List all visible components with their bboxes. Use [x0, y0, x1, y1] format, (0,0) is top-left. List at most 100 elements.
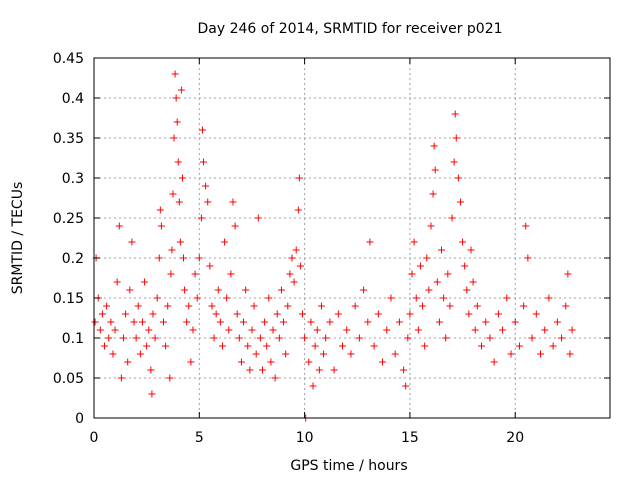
data-point	[128, 238, 136, 246]
data-point	[96, 326, 104, 334]
data-point	[168, 246, 176, 254]
y-tick-label: 0.1	[62, 331, 84, 347]
data-point	[166, 374, 174, 382]
data-point	[440, 294, 448, 302]
data-point	[111, 326, 119, 334]
data-point	[271, 374, 279, 382]
data-point	[134, 302, 142, 310]
data-point	[98, 310, 106, 318]
data-point	[482, 318, 490, 326]
data-point	[383, 326, 391, 334]
data-points	[91, 70, 576, 422]
data-point	[191, 270, 199, 278]
data-point	[151, 334, 159, 342]
data-point	[395, 318, 403, 326]
y-tick-label: 0.35	[53, 131, 84, 147]
data-point	[536, 350, 544, 358]
data-point	[355, 334, 363, 342]
data-point	[431, 166, 439, 174]
data-point	[126, 286, 134, 294]
data-point	[256, 334, 264, 342]
data-point	[231, 222, 239, 230]
data-point	[122, 310, 130, 318]
data-point	[296, 262, 304, 270]
data-point	[503, 294, 511, 302]
y-tick-label: 0.2	[62, 251, 84, 267]
data-point	[218, 342, 226, 350]
data-point	[370, 342, 378, 350]
data-point	[254, 214, 262, 222]
data-point	[216, 318, 224, 326]
data-point	[208, 302, 216, 310]
data-point	[109, 350, 117, 358]
data-point	[261, 318, 269, 326]
data-point	[164, 302, 172, 310]
data-point	[227, 270, 235, 278]
data-point	[252, 350, 260, 358]
data-point	[334, 310, 342, 318]
data-point	[181, 286, 189, 294]
y-tick-label: 0.15	[53, 291, 84, 307]
data-point	[119, 334, 127, 342]
data-point	[541, 326, 549, 334]
data-point	[425, 286, 433, 294]
data-point	[210, 334, 218, 342]
data-point	[138, 318, 146, 326]
data-point	[173, 118, 181, 126]
data-point	[427, 222, 435, 230]
data-point	[301, 334, 309, 342]
data-point	[416, 262, 424, 270]
data-point	[105, 334, 113, 342]
y-tick-label: 0.4	[62, 91, 84, 107]
data-point	[339, 342, 347, 350]
data-point	[235, 334, 243, 342]
data-point	[414, 326, 422, 334]
y-tick-label: 0.05	[53, 371, 84, 387]
data-point	[233, 310, 241, 318]
data-point	[387, 294, 395, 302]
data-point	[379, 358, 387, 366]
data-point	[320, 350, 328, 358]
data-point	[250, 302, 258, 310]
data-point	[280, 318, 288, 326]
data-point	[490, 358, 498, 366]
data-point	[202, 182, 210, 190]
data-point	[113, 278, 121, 286]
data-point	[153, 294, 161, 302]
data-point	[450, 158, 458, 166]
data-point	[242, 286, 250, 294]
data-point	[317, 302, 325, 310]
data-point	[195, 254, 203, 262]
data-point	[275, 334, 283, 342]
data-point	[286, 270, 294, 278]
data-point	[430, 142, 438, 150]
data-point	[511, 318, 519, 326]
data-point	[471, 326, 479, 334]
data-point	[248, 326, 256, 334]
data-point	[206, 262, 214, 270]
data-point	[167, 270, 175, 278]
data-point	[564, 270, 572, 278]
data-point	[177, 86, 185, 94]
data-point	[545, 294, 553, 302]
data-point	[103, 302, 111, 310]
data-point	[91, 318, 99, 326]
data-point	[410, 238, 418, 246]
data-point	[269, 326, 277, 334]
data-point	[175, 198, 183, 206]
x-tick-label: 20	[506, 430, 524, 446]
data-point	[311, 342, 319, 350]
data-point	[309, 382, 317, 390]
data-point	[406, 310, 414, 318]
x-tick-label: 0	[90, 430, 99, 446]
data-point	[499, 326, 507, 334]
data-point	[459, 238, 467, 246]
data-point	[124, 358, 132, 366]
data-point	[246, 366, 254, 374]
data-point	[295, 174, 303, 182]
y-tick-label: 0.3	[62, 171, 84, 187]
data-point	[423, 254, 431, 262]
x-tick-label: 10	[296, 430, 314, 446]
data-point	[240, 318, 248, 326]
data-point	[454, 174, 462, 182]
